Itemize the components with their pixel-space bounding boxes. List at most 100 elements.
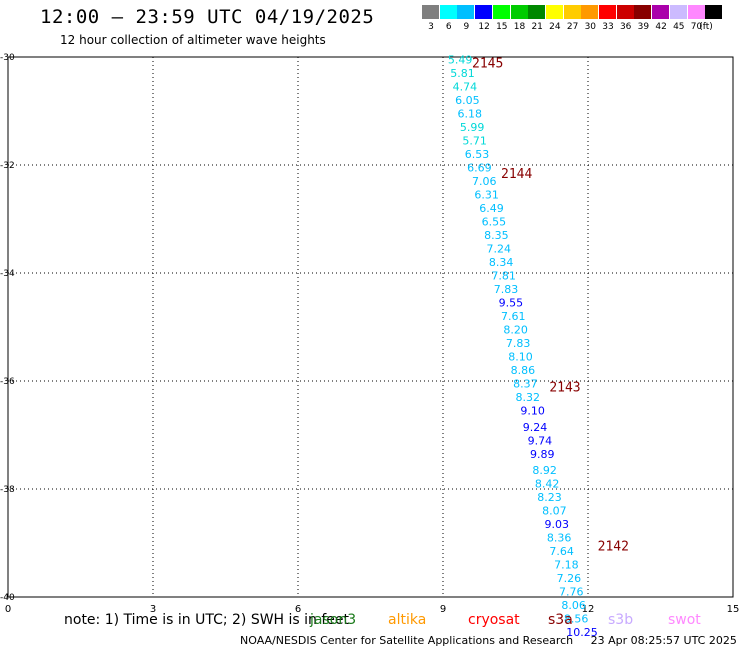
colorbar-swatch (599, 5, 616, 19)
colorbar-swatch (705, 5, 723, 19)
wave-height-value: 7.18 (554, 559, 579, 572)
wave-height-value: 6.69 (467, 162, 492, 175)
mission-altika: altika (388, 612, 427, 628)
plot-frame (7, 56, 734, 598)
wave-height-value: 7.83 (506, 337, 531, 350)
mission-swot: swot (668, 612, 701, 628)
colorbar-label: 12 (478, 22, 490, 32)
x-tick-label: 3 (150, 604, 156, 615)
wave-height-value: 7.81 (491, 270, 516, 283)
colorbar-swatch (581, 5, 599, 19)
colorbar-label: 21 (531, 22, 543, 32)
wave-height-value: 6.53 (465, 148, 490, 161)
chart-note: note: 1) Time is in UTC; 2) SWH is in fe… (64, 612, 350, 628)
y-tick-label: -30 (0, 53, 15, 63)
colorbar-label: 39 (637, 22, 650, 32)
wave-height-value: 7.64 (549, 545, 574, 558)
wave-height-value: 7.61 (501, 310, 526, 323)
wave-height-value: 6.49 (479, 202, 504, 215)
pass-label: 2142 (598, 540, 629, 555)
wave-height-value: 8.07 (542, 505, 567, 518)
wave-height-value: 8.23 (537, 491, 562, 504)
wave-height-value: 8.56 (564, 613, 589, 626)
colorbar-label: 36 (619, 22, 632, 32)
colorbar-label: 42 (655, 22, 667, 32)
colorbar-unit: (ft) (699, 22, 713, 32)
colorbar-swatch (687, 5, 705, 19)
wave-height-value: 7.76 (559, 586, 584, 599)
wave-height-value: 4.74 (453, 81, 478, 94)
colorbar-label: 30 (584, 22, 597, 32)
wave-height-value: 8.10 (508, 351, 533, 364)
wave-height-value: 8.36 (547, 532, 572, 545)
x-tick-label: 6 (295, 604, 301, 615)
colorbar-swatch (669, 5, 687, 19)
footer-credit: NOAA/NESDIS Center for Satellite Applica… (240, 634, 737, 647)
x-tick-label: 12 (582, 604, 595, 615)
mission-jason3: jason3 (310, 612, 357, 628)
pass-label: 2144 (501, 167, 532, 182)
x-tick-label: 9 (440, 604, 446, 615)
pass-label: 2143 (549, 380, 580, 395)
wave-height-value: 7.24 (487, 243, 512, 256)
colorbar-label: 33 (602, 22, 614, 32)
colorbar-swatch (563, 5, 581, 19)
colorbar-label: 70 (690, 22, 703, 32)
wave-height-value: 5.71 (462, 135, 487, 148)
colorbar-swatch (492, 5, 510, 19)
colorbar-label: 6 (445, 22, 452, 32)
y-tick-label: -36 (0, 377, 15, 387)
wave-height-value: 8.37 (513, 378, 538, 391)
wave-height-value: 7.83 (494, 283, 519, 296)
mission-s3b: s3b (608, 612, 634, 628)
wave-height-value: 6.05 (455, 94, 480, 107)
wave-height-value: 5.99 (460, 121, 485, 134)
colorbar-swatch (616, 5, 634, 19)
y-tick-label: -38 (0, 485, 15, 495)
y-tick-label: -40 (0, 593, 15, 603)
wave-height-value: 8.20 (503, 324, 527, 337)
y-tick-label: -34 (0, 269, 15, 279)
colorbar-swatch (475, 5, 493, 19)
wave-height-value: 9.89 (530, 448, 555, 461)
x-tick-label: 15 (727, 604, 740, 615)
wave-height-value: 8.86 (511, 364, 535, 377)
wave-height-value: 9.55 (499, 297, 524, 310)
colorbar-label: 15 (496, 22, 508, 32)
y-tick-label: -32 (0, 161, 15, 171)
x-tick-label: 0 (5, 604, 11, 615)
wave-height-value: 9.74 (528, 434, 553, 447)
colorbar-label: 27 (566, 22, 579, 32)
colorbar-swatch (422, 5, 439, 19)
mission-cryosat: cryosat (468, 612, 520, 628)
wave-height-value: 9.10 (520, 405, 545, 418)
pass-label: 2145 (472, 56, 503, 71)
wave-height-value: 10.25 (566, 626, 598, 639)
colorbar-label: 18 (513, 22, 526, 32)
wave-height-value: 8.92 (532, 464, 557, 477)
page-title: 12:00 – 23:59 UTC 04/19/2025 (40, 6, 375, 28)
colorbar-label: 45 (673, 22, 685, 32)
wave-height-value: 5.49 (448, 54, 473, 67)
wave-height-value: 5.81 (450, 67, 475, 80)
colorbar-swatch (457, 5, 475, 19)
colorbar-label: 24 (549, 22, 561, 32)
colorbar-swatch (634, 5, 652, 19)
colorbar-swatch (545, 5, 563, 19)
wave-height-value: 9.24 (523, 421, 548, 434)
colorbar-label: 3 (428, 22, 434, 32)
wave-height-value: 6.18 (458, 108, 483, 121)
colorbar-swatch (652, 5, 670, 19)
chart-subtitle: 12 hour collection of altimeter wave hei… (60, 33, 326, 47)
colorbar-label: 9 (463, 22, 470, 32)
mission-s3a: s3a (548, 612, 573, 628)
wave-height-value: 9.03 (545, 518, 570, 531)
wave-height-value: 6.31 (474, 189, 499, 202)
wave-height-value: 8.42 (535, 478, 560, 491)
wave-height-value: 8.32 (516, 391, 541, 404)
wave-height-value: 6.55 (482, 216, 507, 229)
colorbar-swatch (439, 5, 457, 19)
wave-height-value: 7.06 (472, 175, 497, 188)
colorbar-swatch (510, 5, 528, 19)
